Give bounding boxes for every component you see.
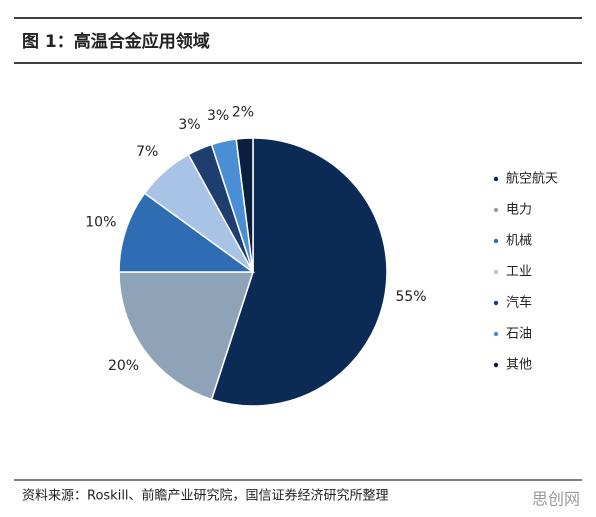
pie-slice	[210, 137, 388, 407]
pie-slice	[118, 192, 256, 273]
source-note: 资料来源：Roskill、前瞻产业研究院，国信证券经济研究所整理	[22, 488, 389, 504]
pie-slice	[118, 271, 255, 401]
value-label: 3%	[178, 117, 200, 133]
value-label: 10%	[85, 215, 116, 231]
legend-label: 其他	[506, 358, 532, 373]
legend-marker	[493, 300, 499, 306]
legend-marker	[493, 362, 499, 368]
legend-label: 电力	[506, 203, 532, 218]
legend-marker	[493, 331, 499, 337]
legend-label: 航空航天	[506, 171, 558, 187]
legend-marker	[493, 207, 499, 213]
value-label: 2%	[232, 104, 254, 120]
legend-marker	[493, 176, 499, 182]
value-label: 3%	[207, 108, 229, 124]
legend-marker	[493, 269, 499, 275]
value-label: 55%	[395, 289, 426, 305]
value-label: 7%	[136, 144, 158, 160]
legend-label: 机械	[506, 234, 532, 249]
pie-slice	[235, 137, 254, 273]
legend-label: 工业	[506, 265, 532, 280]
legend-label: 石油	[506, 327, 532, 342]
legend-marker	[493, 238, 499, 244]
value-label: 20%	[108, 358, 139, 374]
legend-label: 汽车	[506, 295, 532, 311]
chart-title: 图 1：高温合金应用领域	[22, 31, 210, 52]
watermark: 思创网	[532, 490, 580, 509]
